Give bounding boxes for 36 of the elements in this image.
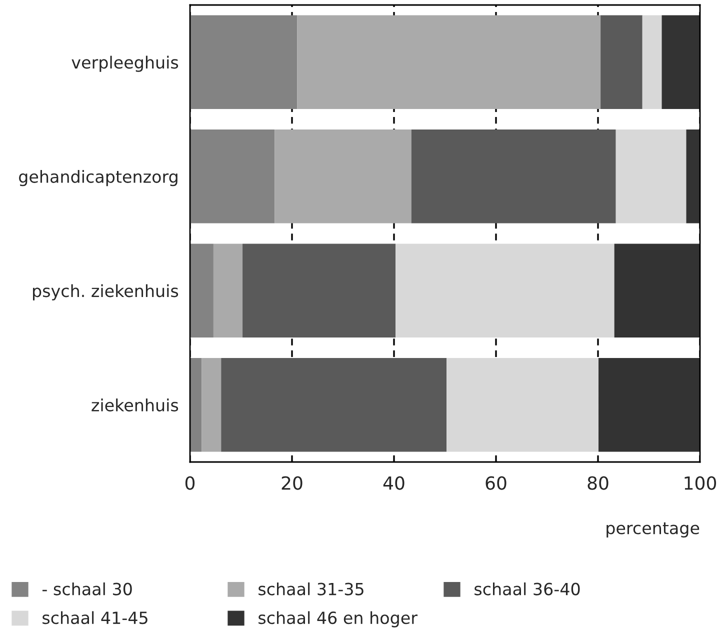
bar	[213, 244, 243, 338]
y-tick-label: ziekenhuis	[92, 398, 178, 412]
bar	[598, 358, 700, 452]
bar	[600, 15, 642, 109]
bar	[686, 130, 700, 224]
bar	[411, 130, 616, 224]
bar	[614, 244, 700, 338]
bar	[190, 358, 202, 452]
x-tick-label: 0	[185, 476, 195, 490]
y-tick-label: psych. ziekenhuis	[33, 284, 178, 300]
x-tick-label: 40	[383, 476, 404, 490]
bar	[616, 130, 686, 224]
bar	[642, 15, 662, 109]
legend-label: schaal 31-35	[258, 582, 364, 596]
legend-label: schaal 46 en hoger	[258, 611, 418, 628]
bar	[446, 358, 599, 452]
legend-label: - schaal 30	[42, 582, 132, 596]
bar	[190, 130, 275, 224]
legend-label: schaal 41-45	[42, 611, 148, 624]
legend-label: schaal 36-40	[474, 582, 580, 596]
bar	[190, 15, 298, 109]
x-tick-label: 80	[588, 476, 608, 490]
x-axis-title: percentage	[606, 522, 700, 538]
y-tick-label: verpleeghuis	[72, 56, 178, 72]
bar	[202, 358, 222, 452]
x-tick-label: 20	[282, 476, 302, 490]
bar	[221, 358, 447, 452]
bar	[396, 244, 614, 338]
bar	[297, 15, 601, 109]
bar	[662, 15, 700, 109]
bar	[274, 130, 412, 224]
bar	[190, 244, 214, 338]
x-tick-label: 60	[486, 476, 506, 490]
y-tick-label: gehandicaptenzorg	[19, 170, 178, 186]
bar	[242, 244, 396, 338]
x-tick-label: 100	[684, 476, 716, 490]
